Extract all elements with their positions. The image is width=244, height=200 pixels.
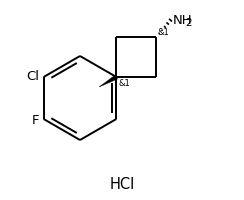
Text: &1: &1 <box>157 28 169 37</box>
Text: HCl: HCl <box>109 177 135 192</box>
Text: F: F <box>32 114 40 127</box>
Polygon shape <box>99 76 118 88</box>
Text: 2: 2 <box>185 18 192 28</box>
Text: Cl: Cl <box>27 70 40 83</box>
Text: NH: NH <box>173 14 192 27</box>
Text: &1: &1 <box>118 79 130 88</box>
